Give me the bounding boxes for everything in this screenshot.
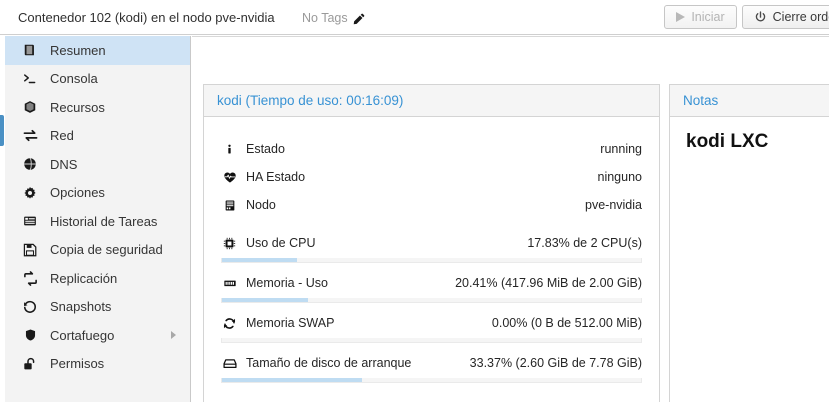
sidebar-item-resumen[interactable]: Resumen	[5, 36, 190, 65]
tags-label: No Tags	[302, 11, 348, 25]
server-icon	[221, 199, 238, 212]
topbar-actions: Iniciar Cierre ordenado	[664, 5, 829, 29]
chevron-right-icon[interactable]	[171, 331, 176, 340]
metric-value: 20.41% (417.96 MiB de 2.00 GiB)	[455, 276, 642, 290]
list-icon	[21, 214, 39, 228]
metric-label: Memoria - Uso	[246, 276, 328, 290]
sidebar-item-label: Cortafuego	[50, 327, 115, 343]
metric-cpu: Uso de CPU 17.83% de 2 CPU(s)	[221, 229, 642, 263]
metric-value: 17.83% de 2 CPU(s)	[527, 236, 642, 250]
row-estado: Estado running	[221, 135, 642, 163]
disk-progress-fill	[222, 378, 362, 382]
status-panel: kodi (Tiempo de uso: 00:16:09) Estado ru…	[203, 84, 660, 402]
sidebar-item-red[interactable]: Red	[5, 122, 190, 151]
sidebar-item-label: Consola	[50, 71, 98, 87]
sidebar-item-copia-de-seguridad[interactable]: Copia de seguridad	[5, 236, 190, 265]
sidebar-item-label: DNS	[50, 156, 78, 172]
retweet-icon	[21, 270, 39, 286]
status-panel-title: kodi (Tiempo de uso: 00:16:09)	[204, 85, 659, 117]
sidebar-item-label: Recursos	[50, 99, 105, 115]
row-value: running	[600, 142, 642, 156]
info-icon	[221, 143, 238, 156]
notes-panel-body[interactable]: kodi LXC	[670, 117, 829, 167]
notes-panel-title: Notas	[670, 85, 829, 117]
sidebar-item-label: Permisos	[50, 356, 105, 372]
cpu-progress-fill	[222, 258, 297, 262]
sidebar-item-snapshots[interactable]: Snapshots	[5, 293, 190, 322]
cube-icon	[21, 100, 39, 114]
hdd-icon	[221, 358, 238, 369]
sidebar-item-permisos[interactable]: Permisos	[5, 350, 190, 379]
page-title: Contenedor 102 (kodi) en el nodo pve-nvi…	[18, 10, 275, 25]
sidebar-item-label: Historial de Tareas	[50, 213, 158, 229]
sidebar-item-label: Resumen	[50, 42, 106, 58]
sidebar-item-label: Copia de seguridad	[50, 242, 163, 258]
info-rows: Estado running HA Estado ninguno	[221, 135, 642, 219]
row-value: pve-nvidia	[585, 198, 642, 212]
status-panel-body: Estado running HA Estado ninguno	[204, 117, 659, 383]
sidebar-item-label: Replicación	[50, 270, 118, 286]
row-nodo: Nodo pve-nvidia	[221, 191, 642, 219]
sidebar-item-replicacion[interactable]: Replicación	[5, 264, 190, 293]
sidebar-splitter-handle[interactable]	[0, 115, 4, 146]
sidebar-item-opciones[interactable]: Opciones	[5, 179, 190, 208]
metric-swap: Memoria SWAP 0.00% (0 B de 512.00 MiB)	[221, 309, 642, 343]
sidebar-nav: Resumen Consola Recursos Red DNS	[5, 36, 191, 402]
exchange-icon	[21, 128, 39, 143]
memory-progress-bar	[221, 298, 642, 303]
heartbeat-icon	[221, 171, 238, 184]
swap-icon	[221, 317, 238, 330]
terminal-icon	[21, 72, 39, 86]
sidebar-item-cortafuego[interactable]: Cortafuego	[5, 321, 190, 350]
metric-value: 0.00% (0 B de 512.00 MiB)	[491, 316, 642, 330]
notes-content: kodi LXC	[686, 131, 769, 152]
start-button[interactable]: Iniciar	[664, 5, 737, 29]
play-icon	[676, 12, 686, 22]
metric-memoria: Memoria - Uso 20.41% (417.96 MiB de 2.00…	[221, 269, 642, 303]
metric-label: Uso de CPU	[246, 236, 316, 250]
metric-value: 33.37% (2.60 GiB de 7.78 GiB)	[469, 356, 642, 370]
metric-label: Memoria SWAP	[246, 316, 335, 330]
shutdown-button[interactable]: Cierre ordenado	[741, 5, 829, 29]
power-icon	[754, 10, 767, 24]
tags-area[interactable]: No Tags	[302, 11, 365, 25]
unlock-icon	[21, 357, 39, 371]
book-icon	[21, 43, 39, 57]
row-label: Nodo	[246, 198, 276, 212]
row-value: ninguno	[597, 170, 643, 184]
sidebar-item-recursos[interactable]: Recursos	[5, 93, 190, 122]
sidebar-item-label: Opciones	[50, 185, 105, 201]
sidebar-item-consola[interactable]: Consola	[5, 65, 190, 94]
sidebar-item-dns[interactable]: DNS	[5, 150, 190, 179]
notes-panel: Notas kodi LXC	[669, 84, 829, 402]
sidebar-item-label: Red	[50, 128, 74, 144]
globe-icon	[21, 157, 39, 171]
row-label: Estado	[246, 142, 285, 156]
swap-progress-bar	[221, 338, 642, 343]
content-area: kodi (Tiempo de uso: 00:16:09) Estado ru…	[192, 36, 829, 402]
metric-label: Tamaño de disco de arranque	[246, 356, 412, 370]
shield-icon	[21, 328, 39, 342]
shutdown-button-label: Cierre ordenado	[772, 10, 829, 24]
memory-progress-fill	[222, 298, 308, 302]
pencil-icon[interactable]	[352, 13, 365, 26]
cpu-icon	[221, 237, 238, 250]
row-label: HA Estado	[246, 170, 306, 184]
sidebar-item-historial-de-tareas[interactable]: Historial de Tareas	[5, 207, 190, 236]
metric-disco: Tamaño de disco de arranque 33.37% (2.60…	[221, 349, 642, 383]
row-ha-estado: HA Estado ninguno	[221, 163, 642, 191]
floppy-icon	[21, 243, 39, 257]
cpu-progress-bar	[221, 258, 642, 263]
memory-icon	[221, 278, 238, 289]
history-icon	[21, 300, 39, 314]
gear-icon	[21, 186, 39, 200]
top-bar: Contenedor 102 (kodi) en el nodo pve-nvi…	[0, 0, 829, 35]
sidebar-item-label: Snapshots	[50, 299, 112, 315]
disk-progress-bar	[221, 378, 642, 383]
start-button-label: Iniciar	[691, 10, 725, 24]
